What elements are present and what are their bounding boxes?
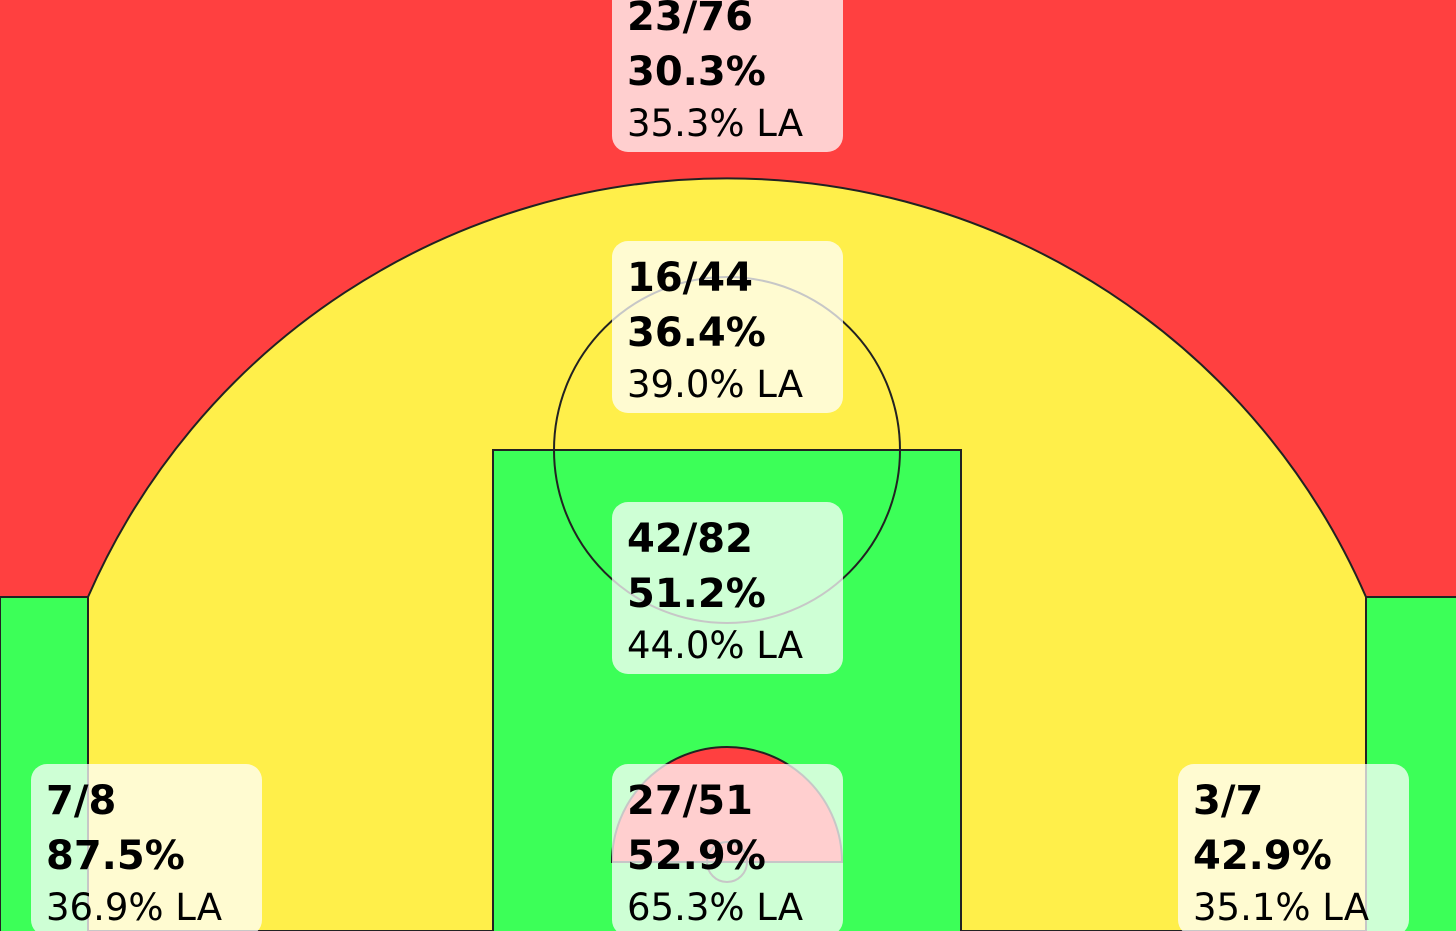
shots: 27/51 — [627, 778, 753, 824]
league-average: 44.0% LA — [627, 624, 803, 667]
percentage: 87.5% — [46, 833, 185, 879]
percentage: 30.3% — [627, 49, 766, 95]
label-box — [612, 241, 843, 413]
percentage: 52.9% — [627, 833, 766, 879]
league-average: 35.1% LA — [1193, 886, 1369, 929]
shots: 16/44 — [627, 255, 753, 301]
percentage: 42.9% — [1193, 833, 1332, 879]
league-average: 35.3% LA — [627, 102, 803, 145]
label-box — [612, 0, 843, 152]
shots: 3/7 — [1193, 778, 1263, 824]
shots: 42/82 — [627, 516, 753, 562]
label-box — [612, 502, 843, 674]
label-box — [612, 764, 843, 931]
label-box — [1178, 764, 1409, 931]
label-box — [31, 764, 262, 931]
percentage: 51.2% — [627, 571, 766, 617]
percentage: 36.4% — [627, 310, 766, 356]
league-average: 36.9% LA — [46, 886, 222, 929]
shots: 7/8 — [46, 778, 116, 824]
shots: 23/76 — [627, 0, 753, 40]
league-average: 39.0% LA — [627, 363, 803, 406]
league-average: 65.3% LA — [627, 886, 803, 929]
